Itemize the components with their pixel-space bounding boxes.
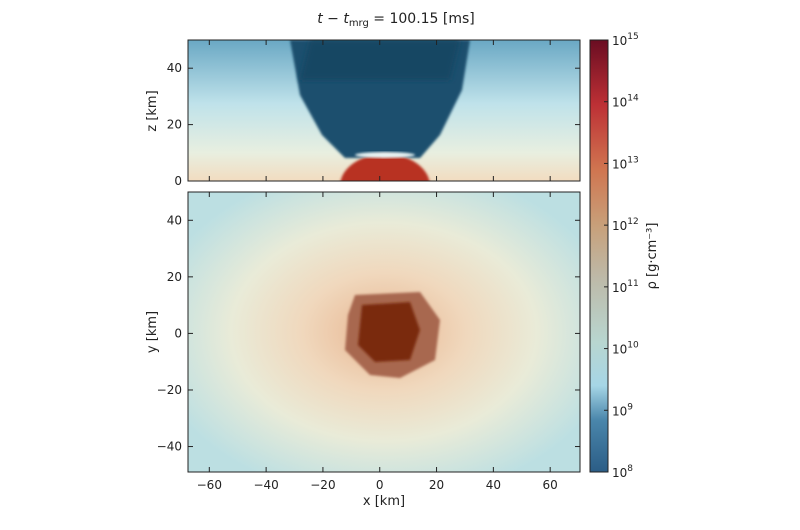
y-tick-label: −40: [157, 440, 182, 454]
colorbar-tick-label: 1012: [612, 217, 639, 233]
colorbar: [589, 39, 609, 473]
y-tick-label: −20: [157, 383, 182, 397]
x-tick-label: −40: [253, 478, 278, 492]
x-tick-label: 60: [543, 478, 558, 492]
y-tick-label: 40: [167, 61, 182, 75]
xy-panel-heatmap: [188, 192, 580, 472]
chart-title: t − tmrg = 100.15 [ms]: [317, 11, 475, 29]
colorbar-label: ρ [g·cm⁻³]: [645, 223, 660, 290]
x-tick-label: −20: [310, 478, 335, 492]
colorbar-tick-label: 1011: [612, 279, 639, 295]
colorbar-tick-label: 1010: [612, 341, 639, 357]
x-tick-label: 40: [486, 478, 501, 492]
colorbar-tick-label: 1014: [612, 94, 639, 110]
colorbar-tick-label: 108: [612, 464, 633, 480]
y-tick-label: 20: [167, 270, 182, 284]
xz-panel-heatmap: [188, 40, 580, 181]
y-tick-label: 20: [167, 118, 182, 132]
colorbar-tick-label: 109: [612, 402, 633, 418]
xz-panel-frame: [187, 39, 581, 182]
y-tick-label: 0: [174, 174, 182, 188]
x-tick-label: 20: [429, 478, 444, 492]
ylabel-z: z [km]: [145, 90, 160, 131]
x-tick-label: 0: [376, 478, 384, 492]
x-tick-label: −60: [197, 478, 222, 492]
y-tick-label: 0: [174, 326, 182, 340]
xy-panel-frame: [187, 191, 581, 473]
colorbar-tick-label: 1013: [612, 155, 639, 171]
xlabel: x [km]: [363, 494, 405, 509]
ylabel-y: y [km]: [145, 311, 160, 353]
colorbar-tick-label: 1015: [612, 32, 639, 48]
y-tick-label: 40: [167, 213, 182, 227]
